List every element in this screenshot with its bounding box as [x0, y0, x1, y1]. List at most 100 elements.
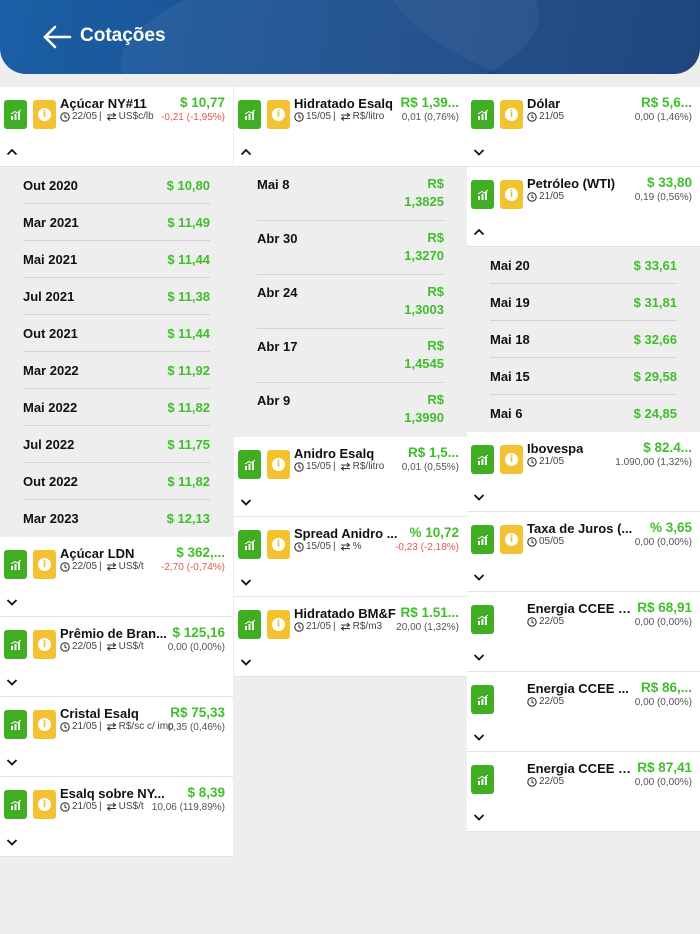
chart-button[interactable] — [238, 530, 261, 559]
quote-date: 05/05 — [539, 536, 565, 547]
info-button[interactable]: i — [500, 100, 523, 129]
back-arrow-icon[interactable] — [42, 24, 72, 50]
info-button[interactable]: i — [33, 710, 56, 739]
expand-chevron-icon[interactable] — [240, 577, 252, 587]
info-button[interactable]: i — [33, 100, 56, 129]
swap-arrows-icon — [340, 542, 351, 551]
quote-unit: US$/t — [118, 641, 144, 652]
expand-chevron-icon[interactable] — [473, 147, 485, 157]
history-label: Abr 9 — [257, 393, 291, 408]
quote-unit: R$/litro — [352, 461, 385, 472]
quote-change: 0,01 (0,76%) — [401, 112, 459, 123]
quote-name: Dólar — [527, 96, 561, 111]
quote-date: 21/05 — [539, 111, 565, 122]
quote-unit: R$/m3 — [352, 621, 383, 632]
expand-chevron-icon[interactable] — [473, 732, 485, 742]
chart-button[interactable] — [238, 450, 261, 479]
history-label: Out 2021 — [23, 325, 78, 341]
info-button[interactable]: i — [33, 790, 56, 819]
quote-change: 0,00 (0,00%) — [634, 697, 692, 708]
history-label: Out 2022 — [23, 473, 78, 489]
chart-bars-icon — [10, 799, 22, 811]
quote-card-acucar-ldn: i Açúcar LDN $ 362,... 22/05 | US$/t -2,… — [0, 537, 233, 617]
quote-name: Cristal Esalq — [60, 706, 139, 721]
chart-button[interactable] — [471, 685, 494, 714]
quote-name: Energia CCEE ... — [527, 681, 629, 696]
collapse-chevron-icon[interactable] — [240, 147, 252, 157]
expand-chevron-icon[interactable] — [240, 657, 252, 667]
quote-card-anidro: i Anidro Esalq R$ 1,5... 15/05 | R$/litr… — [234, 437, 467, 517]
info-button[interactable]: i — [500, 445, 523, 474]
quote-price: $ 8,39 — [187, 785, 225, 800]
chart-button[interactable] — [471, 445, 494, 474]
info-icon: i — [38, 718, 51, 731]
quote-card-dolar: i Dólar R$ 5,6... 21/05 0,00 (1,46%) — [467, 87, 700, 167]
expand-chevron-icon[interactable] — [6, 757, 18, 767]
quote-price: % 3,65 — [649, 520, 692, 535]
info-icon: i — [38, 558, 51, 571]
history-row: Out 2022 $ 11,82 — [23, 463, 210, 500]
history-row: Mar 2022 $ 11,92 — [23, 352, 210, 389]
info-button[interactable]: i — [267, 610, 290, 639]
clock-icon — [527, 697, 537, 707]
expand-chevron-icon[interactable] — [473, 492, 485, 502]
chart-button[interactable] — [471, 765, 494, 794]
history-value: R$ 1,3825 — [404, 176, 444, 209]
chart-button[interactable] — [238, 610, 261, 639]
chart-button[interactable] — [4, 710, 27, 739]
info-button[interactable]: i — [267, 450, 290, 479]
info-icon: i — [272, 108, 285, 121]
expand-chevron-icon[interactable] — [6, 597, 18, 607]
info-icon: i — [38, 798, 51, 811]
quote-card-juros: i Taxa de Juros (... % 3,65 05/05 0,00 (… — [467, 512, 700, 592]
clock-icon — [60, 722, 70, 732]
quote-meta: 15/05 | R$/litro — [294, 461, 384, 472]
quote-change: 0,01 (0,55%) — [401, 462, 459, 473]
history-value: $ 12,13 — [166, 511, 210, 526]
expand-chevron-icon[interactable] — [473, 812, 485, 822]
quote-date: 15/05 — [306, 461, 332, 472]
info-button[interactable]: i — [33, 630, 56, 659]
history-row: Mar 2021 $ 11,49 — [23, 204, 210, 241]
clock-icon — [527, 112, 537, 122]
history-row: Jul 2022 $ 11,75 — [23, 426, 210, 463]
chart-button[interactable] — [4, 550, 27, 579]
swap-arrows-icon — [106, 562, 117, 571]
quote-name: Anidro Esalq — [294, 446, 375, 461]
collapse-chevron-icon[interactable] — [473, 227, 485, 237]
quote-date: 15/05 — [306, 111, 332, 122]
expand-chevron-icon[interactable] — [473, 572, 485, 582]
expand-chevron-icon[interactable] — [473, 652, 485, 662]
quote-date: 21/05 — [306, 621, 332, 632]
info-button[interactable]: i — [500, 180, 523, 209]
quote-unit: US$/t — [118, 561, 144, 572]
expand-chevron-icon[interactable] — [6, 677, 18, 687]
history-label: Mai 6 — [490, 406, 523, 421]
quote-price: R$ 1,5... — [407, 445, 459, 460]
history-label: Mai 15 — [490, 368, 530, 384]
info-button[interactable]: i — [500, 525, 523, 554]
history-label: Mar 2023 — [23, 511, 79, 526]
history-row: Abr 30 R$ 1,3270 — [257, 221, 444, 275]
info-button[interactable]: i — [267, 100, 290, 129]
history-label: Mai 2022 — [23, 399, 78, 415]
expand-chevron-icon[interactable] — [6, 837, 18, 847]
quote-change: -0,21 (-1,95%) — [161, 112, 225, 123]
meta-separator: | — [333, 621, 336, 632]
chart-button[interactable] — [471, 180, 494, 209]
info-button[interactable]: i — [267, 530, 290, 559]
expand-chevron-icon[interactable] — [240, 497, 252, 507]
quote-price: R$ 75,33 — [170, 705, 225, 720]
chart-button[interactable] — [4, 630, 27, 659]
chart-button[interactable] — [4, 790, 27, 819]
collapse-chevron-icon[interactable] — [6, 147, 18, 157]
info-button[interactable]: i — [33, 550, 56, 579]
quote-meta: 22/05 — [527, 616, 564, 627]
chart-button[interactable] — [471, 605, 494, 634]
chart-button[interactable] — [471, 100, 494, 129]
clock-icon — [527, 777, 537, 787]
chart-button[interactable] — [238, 100, 261, 129]
chart-button[interactable] — [4, 100, 27, 129]
chart-button[interactable] — [471, 525, 494, 554]
clock-icon — [527, 192, 537, 202]
